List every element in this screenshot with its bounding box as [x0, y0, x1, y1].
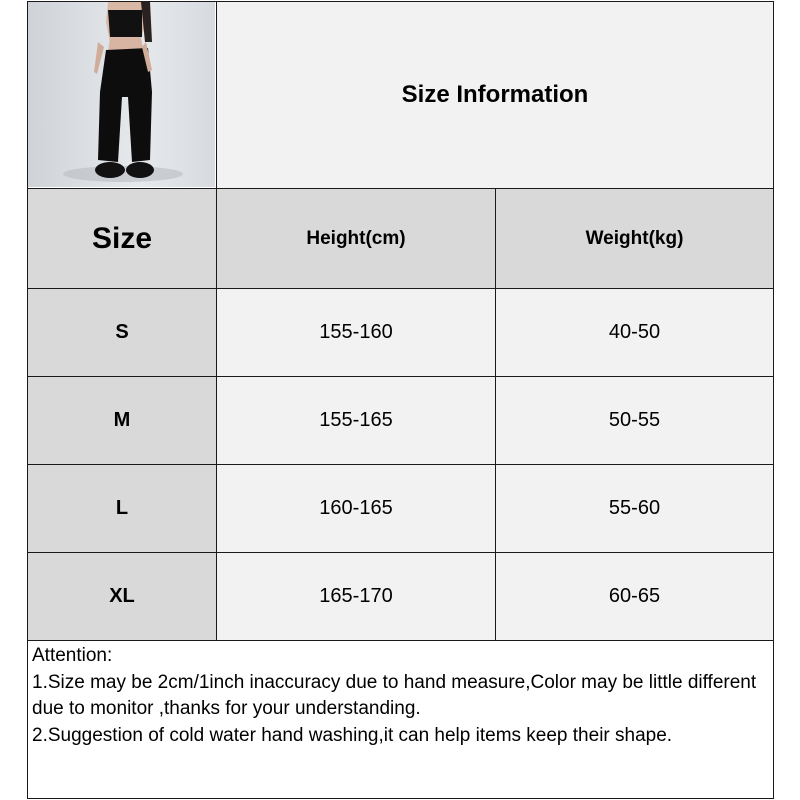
header-size: Size	[27, 188, 217, 289]
size-cell: S	[27, 288, 217, 377]
height-cell: 155-160	[216, 288, 496, 377]
size-cell: L	[27, 464, 217, 553]
weight-cell: 55-60	[495, 464, 774, 553]
note-line: 1.Size may be 2cm/1inch inaccuracy due t…	[32, 671, 762, 720]
height-cell: 160-165	[216, 464, 496, 553]
weight-cell: 50-55	[495, 376, 774, 465]
size-label: L	[115, 497, 129, 519]
weight-value: 40-50	[608, 321, 661, 343]
notes-heading: Attention:	[32, 645, 113, 666]
column-header-height: Height(cm)	[306, 227, 406, 249]
attention-notes: Attention: 1.Size may be 2cm/1inch inacc…	[27, 640, 774, 799]
model-wearing-black-pants-image	[63, 2, 183, 182]
column-header-weight: Weight(kg)	[585, 227, 684, 249]
size-cell: XL	[27, 552, 217, 641]
weight-value: 60-65	[608, 585, 661, 607]
page-title: Size Information	[401, 81, 589, 108]
weight-cell: 60-65	[495, 552, 774, 641]
note-line: 2.Suggestion of cold water hand washing,…	[32, 724, 673, 746]
size-cell: M	[27, 376, 217, 465]
weight-cell: 40-50	[495, 288, 774, 377]
height-value: 165-170	[319, 585, 393, 607]
height-value: 155-160	[319, 321, 393, 343]
column-header-size: Size	[91, 221, 153, 255]
weight-value: 50-55	[608, 409, 661, 431]
size-label: XL	[109, 585, 135, 607]
height-cell: 165-170	[216, 552, 496, 641]
product-photo	[28, 2, 215, 187]
title-cell: Size Information	[216, 1, 774, 189]
height-value: 160-165	[319, 497, 393, 519]
height-value: 155-165	[319, 409, 393, 431]
height-cell: 155-165	[216, 376, 496, 465]
size-label: M	[113, 409, 131, 431]
header-weight: Weight(kg)	[495, 188, 774, 289]
size-label: S	[115, 321, 129, 343]
weight-value: 55-60	[608, 497, 661, 519]
header-height: Height(cm)	[216, 188, 496, 289]
